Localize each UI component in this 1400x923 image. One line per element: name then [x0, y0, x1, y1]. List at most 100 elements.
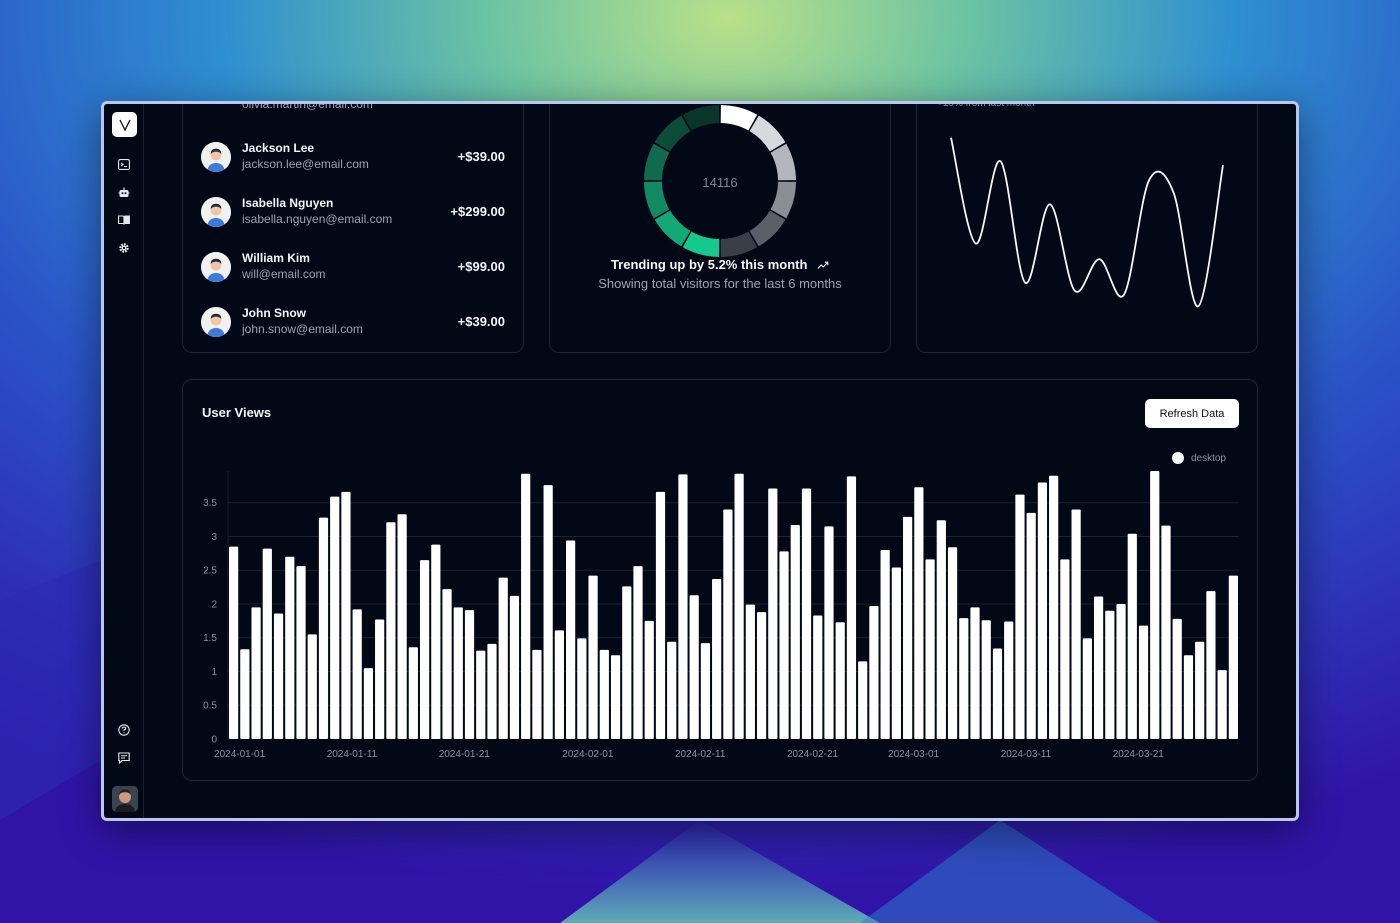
bar[interactable]	[375, 619, 385, 739]
bar[interactable]	[768, 488, 778, 739]
bar[interactable]	[655, 491, 666, 739]
bar[interactable]	[330, 496, 340, 739]
bar[interactable]	[1116, 603, 1126, 739]
bar[interactable]	[521, 473, 531, 739]
bar[interactable]	[1183, 655, 1194, 739]
bar[interactable]	[835, 622, 845, 739]
bar[interactable]	[386, 522, 396, 739]
bar[interactable]	[610, 655, 621, 739]
bar[interactable]	[970, 607, 980, 739]
bar[interactable]	[1026, 512, 1036, 739]
bar[interactable]	[858, 661, 868, 739]
bar[interactable]	[869, 606, 879, 739]
bar[interactable]	[1071, 509, 1081, 739]
bar[interactable]	[1172, 618, 1182, 739]
bar[interactable]	[1217, 670, 1227, 739]
bar[interactable]	[1206, 591, 1216, 739]
bar[interactable]	[880, 549, 890, 739]
bar[interactable]	[622, 586, 632, 739]
bar[interactable]	[689, 595, 699, 739]
bar[interactable]	[341, 491, 351, 739]
bar[interactable]	[476, 650, 486, 739]
bar[interactable]	[240, 649, 250, 739]
bar[interactable]	[1195, 641, 1205, 739]
bar[interactable]	[712, 579, 722, 739]
bar[interactable]	[790, 525, 800, 739]
book-icon[interactable]	[117, 213, 131, 227]
bar[interactable]	[498, 577, 508, 739]
bar[interactable]	[992, 648, 1003, 739]
bar[interactable]	[588, 575, 598, 739]
bar[interactable]	[891, 567, 901, 739]
bar[interactable]	[1138, 625, 1149, 739]
bar[interactable]	[756, 612, 767, 739]
refresh-data-button[interactable]: Refresh Data	[1145, 399, 1239, 428]
bar[interactable]	[532, 649, 542, 739]
help-icon[interactable]	[117, 723, 131, 737]
bar[interactable]	[543, 485, 553, 739]
bar[interactable]	[947, 547, 958, 739]
bar[interactable]	[813, 615, 823, 739]
bar[interactable]	[251, 607, 261, 739]
bar[interactable]	[352, 609, 362, 739]
bar[interactable]	[285, 556, 295, 739]
settings-gear-icon[interactable]	[117, 241, 131, 255]
bot-icon[interactable]	[117, 185, 131, 199]
app-logo[interactable]	[112, 112, 137, 137]
bar[interactable]	[801, 488, 812, 739]
bar[interactable]	[745, 604, 755, 739]
bar[interactable]	[442, 589, 452, 739]
bar[interactable]	[734, 473, 744, 739]
bar[interactable]	[599, 649, 609, 739]
bar[interactable]	[408, 647, 418, 739]
bar[interactable]	[678, 474, 688, 739]
bar[interactable]	[981, 620, 991, 739]
bar[interactable]	[1093, 596, 1104, 739]
bar[interactable]	[307, 634, 317, 739]
bar[interactable]	[644, 620, 654, 739]
bar[interactable]	[1161, 525, 1171, 739]
bar[interactable]	[453, 607, 463, 739]
bar[interactable]	[959, 618, 969, 739]
bar[interactable]	[925, 559, 935, 739]
bar[interactable]	[914, 487, 924, 739]
bar[interactable]	[723, 509, 733, 739]
bar[interactable]	[431, 544, 441, 739]
bar[interactable]	[554, 630, 564, 739]
bar[interactable]	[419, 560, 430, 739]
user-avatar[interactable]	[112, 786, 138, 812]
bar[interactable]	[577, 638, 587, 739]
bar[interactable]	[318, 517, 329, 739]
bar[interactable]	[779, 551, 789, 739]
bar[interactable]	[262, 548, 272, 739]
bar[interactable]	[296, 566, 306, 739]
bar[interactable]	[1105, 610, 1115, 739]
legend-swatch	[1171, 452, 1184, 464]
bar[interactable]	[667, 641, 677, 739]
bar[interactable]	[1060, 559, 1070, 739]
bar[interactable]	[700, 643, 711, 739]
bar[interactable]	[273, 613, 284, 739]
bar[interactable]	[229, 546, 239, 739]
bar[interactable]	[633, 566, 643, 739]
bar[interactable]	[509, 595, 520, 739]
bar[interactable]	[487, 643, 497, 739]
bar[interactable]	[846, 476, 857, 739]
bar[interactable]	[903, 516, 913, 739]
bar[interactable]	[1228, 575, 1238, 739]
bar[interactable]	[824, 526, 834, 739]
bar[interactable]	[566, 540, 576, 739]
bar[interactable]	[464, 610, 475, 739]
bar[interactable]	[1150, 471, 1160, 739]
bar[interactable]	[397, 514, 407, 739]
bar[interactable]	[936, 520, 946, 739]
bar[interactable]	[1049, 475, 1059, 739]
bar[interactable]	[1082, 638, 1092, 739]
bar[interactable]	[1004, 621, 1014, 739]
terminal-icon[interactable]	[117, 157, 131, 171]
bar[interactable]	[363, 668, 374, 739]
bar[interactable]	[1015, 494, 1025, 739]
feedback-message-icon[interactable]	[117, 751, 131, 765]
bar[interactable]	[1037, 482, 1048, 739]
bar[interactable]	[1127, 533, 1137, 739]
